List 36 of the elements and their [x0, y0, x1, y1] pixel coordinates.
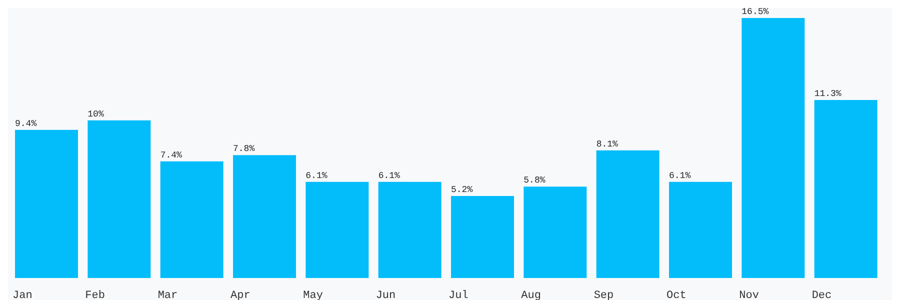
x-tick-label: May [303, 290, 324, 300]
data-label: 7.4% [160, 150, 183, 160]
data-label: 5.2% [451, 185, 474, 196]
x-tick-label: Feb [85, 290, 105, 300]
bar [669, 182, 732, 278]
data-label: 9.4% [15, 118, 38, 129]
data-label: 8.1% [596, 139, 619, 150]
x-tick-label: Jan [12, 290, 32, 300]
x-tick-label: Dec [812, 290, 832, 300]
x-tick-label: Sep [594, 290, 614, 300]
data-label: 16.5% [742, 7, 770, 17]
bar [596, 150, 660, 278]
data-label: 6.1% [306, 170, 328, 181]
bar [160, 161, 224, 278]
bar [88, 120, 151, 278]
x-tick-label: Nov [739, 290, 760, 300]
x-tick-label: Jul [448, 290, 468, 300]
bar [814, 100, 878, 278]
bar [233, 155, 296, 278]
x-tick-label: Jun [376, 290, 396, 300]
data-label: 6.1% [669, 170, 692, 181]
data-label: 6.1% [378, 170, 401, 181]
bar [306, 182, 369, 278]
data-label: 11.3% [814, 88, 842, 99]
bar [15, 130, 78, 278]
x-tick-label: Apr [230, 290, 250, 300]
bar [451, 196, 514, 278]
data-label: 10% [88, 109, 104, 120]
bar [378, 182, 442, 278]
x-tick-label: Mar [158, 290, 178, 300]
data-label: 7.8% [233, 144, 256, 154]
bar [524, 186, 587, 278]
x-tick-label: Aug [521, 290, 541, 300]
data-label: 5.8% [524, 176, 546, 186]
x-tick-label: Oct [666, 290, 686, 300]
bar [742, 18, 805, 278]
